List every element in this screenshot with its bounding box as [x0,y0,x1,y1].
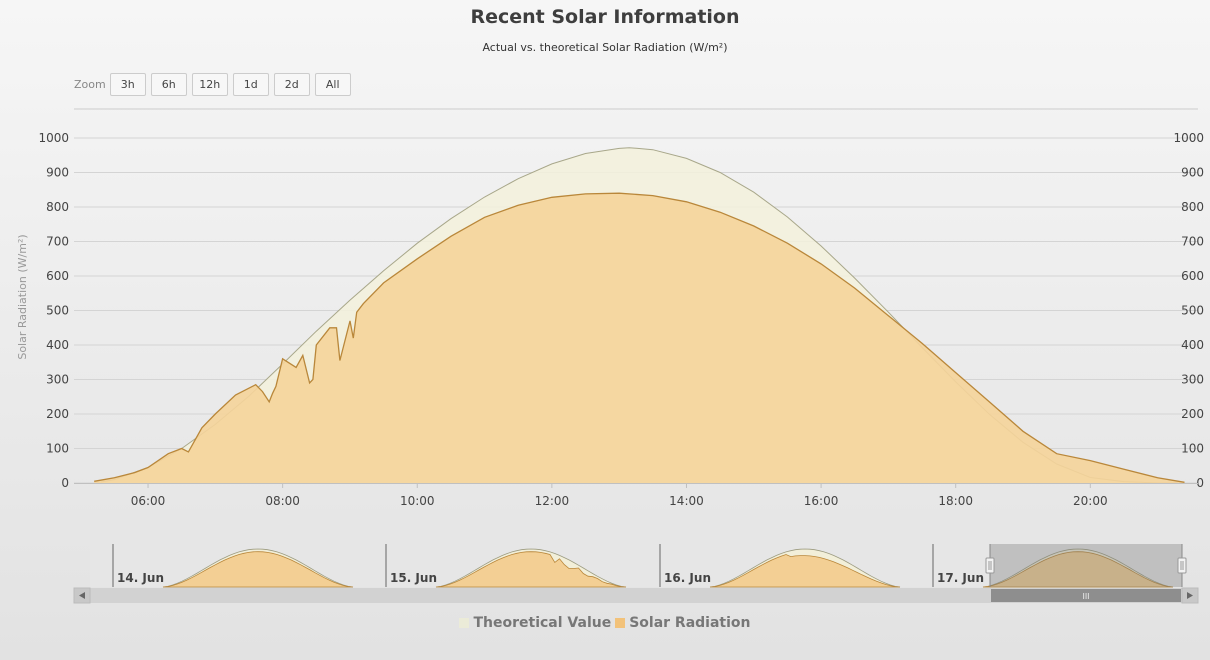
y-tick-label-right: 900 [1181,166,1204,180]
navigator-left-handle[interactable] [985,557,995,574]
legend-label-theoretical: Theoretical Value [473,615,612,631]
y-tick-label-right: 700 [1181,235,1204,249]
solar-radiation-line [94,192,1185,483]
y-tick-label-right: 400 [1181,338,1204,352]
x-tick-label: 16:00 [804,494,839,508]
y-tick-label-left: 0 [61,476,69,490]
legend: Theoretical Value Solar Radiation [0,615,1210,631]
y-tick-label-right: 800 [1181,200,1204,214]
navigator-solar-curve [162,551,354,588]
scrollbar-grip: III [1082,592,1089,601]
y-tick-label-left: 600 [46,269,69,283]
zoom-1d-button[interactable]: 1d [232,73,269,96]
chart-title: Recent Solar Information [470,6,740,28]
y-tick-label-left: 800 [46,200,69,214]
y-tick-label-left: 300 [46,373,69,387]
x-tick-label: 10:00 [400,494,435,508]
legend-label-solar: Solar Radiation [629,615,751,631]
series-layer [94,147,1185,484]
y-tick-label-right: 0 [1196,476,1204,490]
navigator[interactable]: 14. Jun 15. Jun 16. Jun 17. Jun III [73,544,1199,604]
chevron-right-icon [1187,592,1193,599]
y-tick-label-right: 600 [1181,269,1204,283]
y-tick-label-left: 200 [46,407,69,421]
scrollbar-track [74,588,1198,603]
y-tick-label-right: 300 [1181,373,1204,387]
y-axis-label: Solar Radiation (W/m²) [16,234,29,359]
navigator-day-label: 16. Jun [664,571,711,585]
zoom-all-button[interactable]: All [314,73,351,96]
zoom-selector: Zoom 3h 6h 12h 1d 2d All [74,72,356,97]
y-tick-label-left: 500 [46,304,69,318]
x-tick-label: 14:00 [669,494,704,508]
y-tick-label-right: 1000 [1173,131,1204,145]
chart-subtitle: Actual vs. theoretical Solar Radiation (… [482,41,728,54]
x-tick-label: 12:00 [535,494,570,508]
legend-item-theoretical[interactable]: Theoretical Value [459,615,611,631]
y-tick-label-right: 500 [1181,304,1204,318]
zoom-label: Zoom [74,78,106,91]
y-tick-label-left: 100 [46,442,69,456]
y-tick-label-left: 900 [46,166,69,180]
x-tick-label: 08:00 [265,494,300,508]
legend-swatch-solar [615,618,626,628]
navigator-solar-curve [709,554,901,588]
legend-swatch-theoretical [459,618,470,628]
navigator-solar-curve [435,551,627,588]
solar-radiation-area [94,193,1185,483]
y-tick-label-left: 1000 [38,131,69,145]
navigator-day-label: 15. Jun [390,571,437,585]
navigator-day-label: 17. Jun [937,571,984,585]
zoom-12h-button[interactable]: 12h [191,73,228,96]
navigator-solar-curve [982,551,1174,588]
x-tick-label: 20:00 [1073,494,1108,508]
zoom-2d-button[interactable]: 2d [273,73,310,96]
zoom-3h-button[interactable]: 3h [109,73,146,96]
navigator-day-label: 14. Jun [117,571,164,585]
y-tick-label-right: 100 [1181,442,1204,456]
navigator-right-handle[interactable] [1177,557,1187,574]
y-tick-label-left: 400 [46,338,69,352]
navigator-selection [990,544,1182,587]
x-tick-label: 06:00 [131,494,166,508]
scrollbar-thumb[interactable] [991,589,1181,602]
zoom-6h-button[interactable]: 6h [150,73,187,96]
x-tick-label: 18:00 [938,494,973,508]
y-tick-label-left: 700 [46,235,69,249]
y-tick-label-right: 200 [1181,407,1204,421]
chevron-left-icon [79,592,85,599]
legend-item-solar[interactable]: Solar Radiation [615,615,751,631]
axis-layer: 0 0 100 100 200 200 300 300 400 400 500 500 600 600 70… [38,131,1204,508]
